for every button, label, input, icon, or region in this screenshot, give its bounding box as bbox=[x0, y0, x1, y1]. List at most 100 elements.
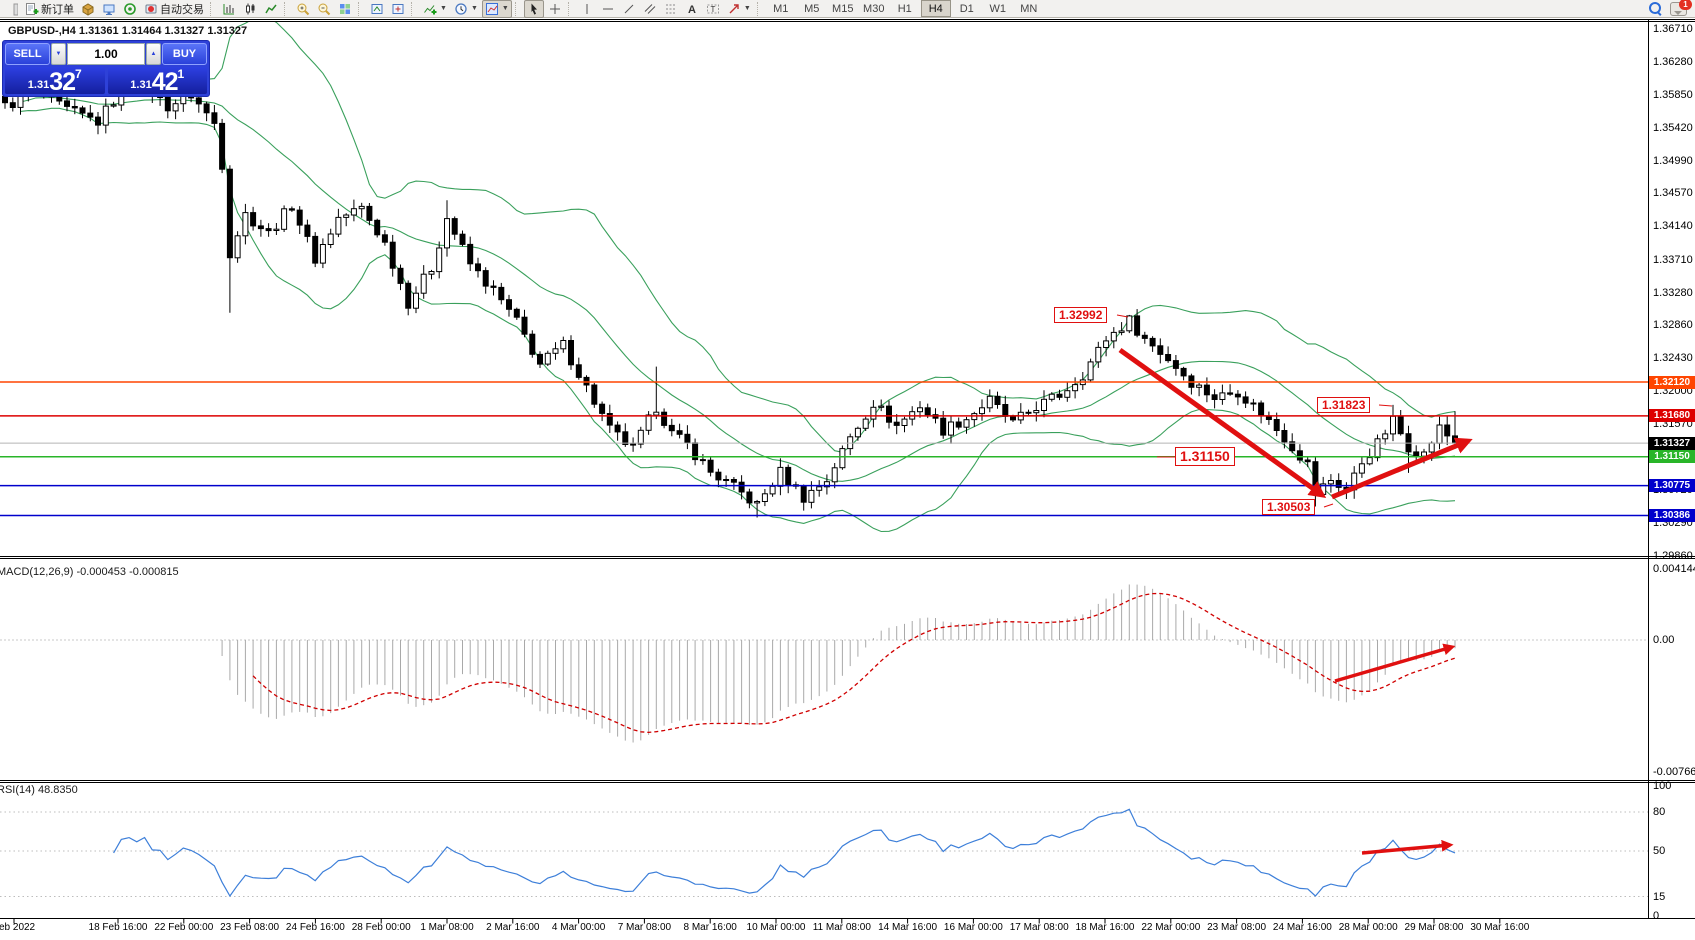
price-annotation-130503[interactable]: 1.30503 bbox=[1262, 499, 1316, 516]
crosshair-tool-button[interactable] bbox=[545, 0, 565, 18]
text-tool-button[interactable]: A bbox=[682, 0, 702, 18]
rsi-scale-label: 80 bbox=[1653, 806, 1666, 818]
time-axis-label: 22 Mar 00:00 bbox=[1141, 922, 1201, 933]
candlestick-chart-button-icon bbox=[246, 3, 255, 14]
line-chart-button[interactable] bbox=[261, 0, 281, 18]
price-annotation-131823[interactable]: 1.31823 bbox=[1317, 397, 1371, 414]
zoom-in-button[interactable] bbox=[293, 0, 313, 18]
timeframe-button-w1[interactable]: W1 bbox=[989, 2, 1007, 15]
sell-price-display[interactable]: 1.31 32 7 bbox=[5, 67, 105, 95]
rsi-indicator bbox=[0, 808, 1648, 898]
auto-arrange-button[interactable] bbox=[367, 0, 387, 18]
cursor-tool-button[interactable] bbox=[523, 0, 544, 18]
time-axis-label: 29 Mar 08:00 bbox=[1404, 922, 1464, 933]
fibonacci-tool-button-icon bbox=[665, 4, 676, 13]
data-window-button[interactable] bbox=[99, 0, 119, 18]
market-watch-button[interactable] bbox=[78, 0, 98, 18]
macd-scale-max: 0.004144 bbox=[1653, 562, 1695, 575]
fibonacci-tool-button[interactable] bbox=[661, 0, 681, 18]
zoom-in-button-icon bbox=[297, 3, 310, 15]
time-axis-label: 14 Mar 16:00 bbox=[878, 922, 938, 933]
price-axis-label: 1.29860 bbox=[1653, 550, 1693, 563]
sell-button[interactable]: SELL bbox=[5, 43, 50, 65]
price-axis-label: 1.35850 bbox=[1653, 88, 1693, 101]
price-badge: 1.31680 bbox=[1649, 409, 1695, 423]
timeframe-button-h4[interactable]: H4 bbox=[920, 0, 951, 17]
price-axis-label: 1.32860 bbox=[1653, 319, 1693, 332]
timeframe-button-mn[interactable]: MN bbox=[1020, 2, 1038, 15]
indicators-button[interactable]: ▼ bbox=[420, 0, 450, 18]
buy-button[interactable]: BUY bbox=[162, 43, 207, 65]
arrows-tool-button[interactable]: ▼ bbox=[724, 0, 754, 18]
vertical-line-tool-button[interactable] bbox=[577, 0, 597, 18]
notifications-icon[interactable]: 1 bbox=[1670, 0, 1692, 16]
search-icon[interactable] bbox=[1649, 2, 1662, 16]
timeframe-button-m15[interactable]: M15 bbox=[832, 2, 854, 15]
toolbar-separator bbox=[567, 1, 574, 16]
new-order-button[interactable]: 新订单 bbox=[22, 0, 77, 18]
text-label-tool-button[interactable]: T bbox=[703, 0, 723, 18]
trend-arrows[interactable] bbox=[1118, 347, 1473, 855]
price-axis-label: 1.34140 bbox=[1653, 220, 1693, 233]
time-axis-label: 8 Mar 16:00 bbox=[683, 922, 737, 933]
periods-button-icon bbox=[455, 2, 467, 15]
rsi-scale-label: 50 bbox=[1653, 845, 1666, 857]
price-axis-label: 1.34990 bbox=[1653, 155, 1693, 167]
chart-plot-area[interactable] bbox=[0, 22, 1648, 918]
time-axis-label: 18 Mar 16:00 bbox=[1075, 922, 1135, 933]
dropdown-caret-icon: ▼ bbox=[501, 5, 509, 12]
time-axis-label: 16 Mar 00:00 bbox=[943, 922, 1003, 933]
price-badge: 1.32120 bbox=[1649, 375, 1695, 389]
price-annotation-132992[interactable]: 1.32992 bbox=[1054, 307, 1108, 324]
clipped-icon[interactable] bbox=[1, 0, 21, 18]
price-axis-label: 1.34570 bbox=[1653, 187, 1693, 200]
timeframe-button-h1[interactable]: H1 bbox=[897, 2, 912, 15]
data-window-button-icon bbox=[103, 4, 115, 15]
line-chart-button-icon bbox=[265, 4, 277, 13]
trendline-tool-button[interactable] bbox=[619, 0, 639, 18]
macd-indicator bbox=[0, 584, 1648, 743]
dropdown-caret-icon: ▼ bbox=[743, 5, 751, 12]
zoom-out-button-icon bbox=[318, 3, 331, 15]
zoom-out-button[interactable] bbox=[314, 0, 334, 18]
text-label-tool-button-icon: T bbox=[706, 4, 719, 13]
buy-price-pipette: 1 bbox=[177, 67, 185, 81]
buy-price-display[interactable]: 1.31 42 1 bbox=[107, 67, 207, 95]
price-annotation-131150[interactable]: 1.31150 bbox=[1175, 447, 1235, 466]
sell-price-pipette: 7 bbox=[75, 67, 82, 81]
horizontal-level-lines[interactable] bbox=[0, 381, 1648, 517]
candlestick-chart-button[interactable] bbox=[240, 0, 260, 18]
rsi-scale-label: 100 bbox=[1653, 780, 1672, 792]
volume-decrease-button[interactable]: ▼ bbox=[51, 43, 66, 65]
timeframe-button-m5[interactable]: M5 bbox=[804, 2, 820, 15]
svg-text:A: A bbox=[688, 4, 696, 16]
volume-input[interactable] bbox=[67, 43, 145, 65]
navigator-button[interactable] bbox=[120, 0, 140, 18]
equidistant-channel-tool-button-icon bbox=[644, 3, 656, 14]
tile-windows-button-icon bbox=[340, 3, 350, 14]
tile-windows-button[interactable] bbox=[335, 0, 355, 18]
bar-chart-button[interactable] bbox=[219, 0, 239, 18]
horizontal-line-tool-button[interactable] bbox=[598, 0, 618, 18]
crosshair-tool-button-icon bbox=[549, 3, 560, 14]
clipped-icon-icon bbox=[13, 3, 18, 15]
periods-button[interactable]: ▼ bbox=[451, 0, 481, 18]
volume-increase-button[interactable]: ▲ bbox=[146, 43, 161, 65]
cascade-button[interactable] bbox=[388, 0, 408, 18]
svg-text:T: T bbox=[710, 4, 715, 13]
arrows-tool-button-icon bbox=[729, 3, 739, 13]
templates-button[interactable]: ▼ bbox=[481, 0, 512, 18]
time-axis-label: 18 Feb 16:00 bbox=[88, 922, 148, 933]
toolbar-separator bbox=[358, 1, 364, 16]
time-axis-label: 28 Mar 00:00 bbox=[1338, 922, 1398, 933]
equidistant-channel-tool-button[interactable] bbox=[640, 0, 660, 18]
auto-trading-button[interactable]: 自动交易 bbox=[141, 0, 207, 18]
time-axis-label: 30 Mar 16:00 bbox=[1470, 922, 1530, 933]
notification-badge: 1 bbox=[1679, 0, 1692, 10]
timeframe-button-m1[interactable]: M1 bbox=[773, 2, 789, 15]
time-axis-label: 4 Mar 00:00 bbox=[551, 922, 606, 933]
timeframe-button-m30[interactable]: M30 bbox=[863, 2, 885, 15]
toolbar-separator bbox=[411, 1, 417, 16]
timeframe-button-d1[interactable]: D1 bbox=[959, 2, 974, 15]
